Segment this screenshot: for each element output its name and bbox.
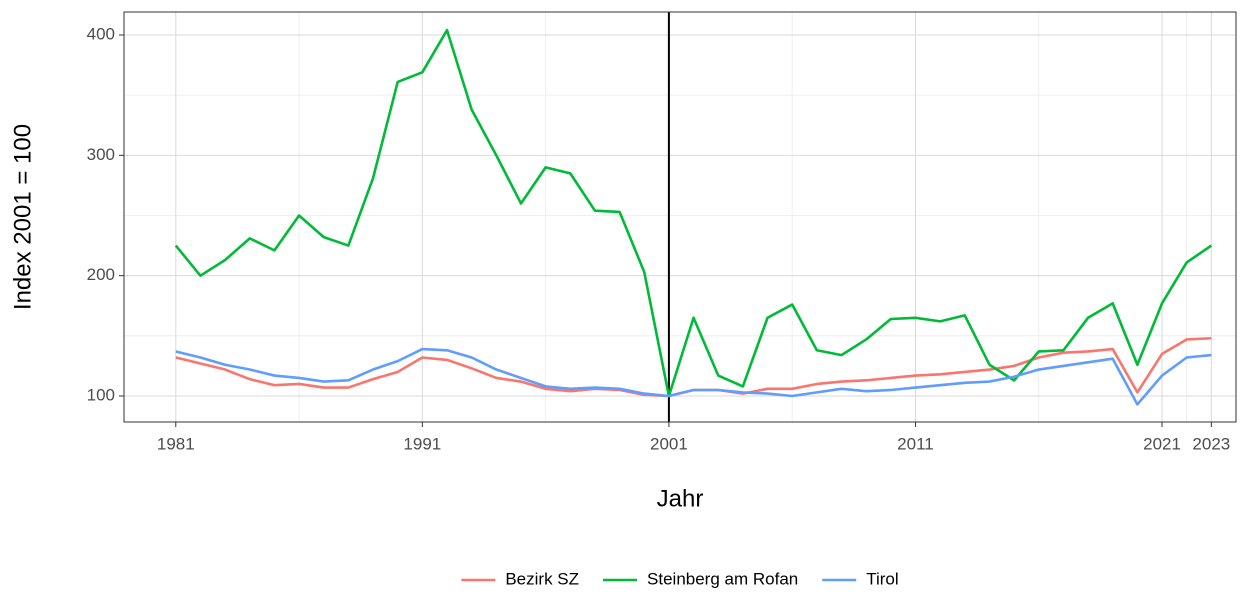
x-tick-label: 2021 [1143,434,1181,453]
legend-text: Steinberg am Rofan [647,569,798,588]
series-line [175,347,1212,406]
x-axis-title: Jahr [657,485,704,512]
y-tick-label: 200 [87,265,115,284]
x-tick-label: 1981 [157,434,195,453]
y-axis-title: Index 2001 = 100 [9,124,36,310]
legend: Bezirk SZ Steinberg am Rofan Tirol [461,569,899,588]
y-tick-label: 300 [87,145,115,164]
x-tick-label: 1991 [403,434,441,453]
x-tick-label: 2011 [897,434,934,453]
y-tick-label: 400 [87,24,115,43]
x-tick-label: 2001 [650,434,688,453]
series-line [174,28,1213,398]
y-tick-label: 100 [87,385,115,404]
legend-text: Bezirk SZ [505,569,579,588]
x-tick-label: 2023 [1192,434,1230,453]
legend-text: Tirol [866,569,898,588]
panel-border [123,11,1237,423]
